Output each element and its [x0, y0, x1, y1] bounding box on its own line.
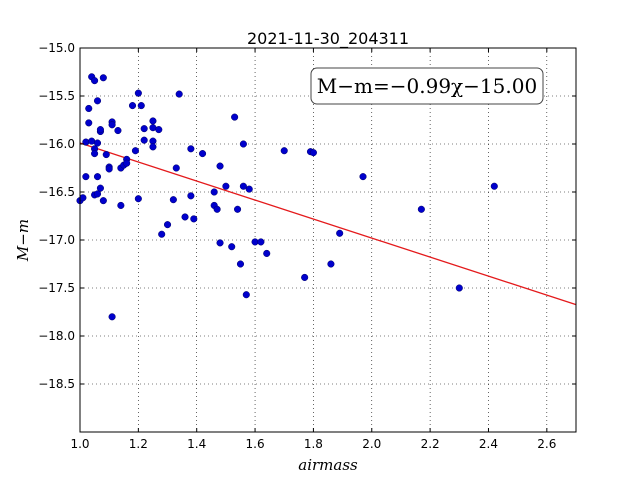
y-tick-label: −16.5	[38, 185, 75, 199]
y-tick-label: −17.5	[38, 281, 75, 295]
data-point	[213, 205, 221, 213]
data-point	[140, 136, 148, 144]
data-point	[257, 238, 265, 246]
equation-box	[310, 67, 544, 105]
data-point	[93, 139, 102, 147]
data-point	[190, 215, 198, 223]
data-point	[137, 102, 145, 110]
data-point	[158, 230, 166, 238]
x-tick-label: 1.6	[246, 437, 265, 451]
data-point	[99, 74, 107, 82]
data-point	[187, 145, 195, 153]
scatter-points	[76, 73, 498, 321]
data-point	[108, 121, 116, 129]
data-point	[216, 239, 224, 247]
data-point	[216, 162, 224, 170]
x-tick-label: 1.2	[129, 437, 148, 451]
data-point	[93, 173, 102, 181]
x-tick-label: 1.8	[304, 437, 323, 451]
data-point	[91, 77, 99, 85]
data-point	[96, 184, 104, 192]
data-point	[93, 190, 102, 198]
data-point	[187, 192, 195, 200]
data-point	[231, 113, 239, 121]
x-tick-label: 1.4	[187, 437, 206, 451]
data-point	[163, 221, 172, 229]
y-tick-label: −15.0	[38, 41, 75, 55]
data-point	[169, 196, 177, 204]
data-point	[198, 150, 207, 158]
x-tick-label: 2.2	[421, 437, 440, 451]
y-tick-label: −15.5	[38, 89, 75, 103]
x-tick-label: 2.4	[479, 437, 498, 451]
data-point	[490, 182, 498, 190]
data-point	[336, 229, 344, 237]
data-point	[417, 205, 425, 213]
fit-line	[79, 142, 577, 306]
data-point	[117, 201, 125, 209]
data-point	[134, 195, 142, 203]
fit-line-layer	[79, 142, 577, 306]
data-point	[263, 249, 271, 257]
x-tick-label: 2.0	[362, 437, 381, 451]
data-point	[222, 182, 230, 190]
data-point	[131, 147, 139, 155]
data-point	[114, 127, 122, 135]
data-point	[91, 150, 99, 158]
data-point	[228, 243, 236, 251]
data-point	[149, 143, 157, 151]
data-point	[102, 151, 110, 159]
data-point	[93, 97, 102, 105]
data-point	[455, 284, 463, 292]
data-point	[239, 182, 247, 190]
data-point	[359, 173, 367, 181]
y-tick-label: −18.0	[38, 329, 75, 343]
x-tick-label: 2.6	[537, 437, 556, 451]
data-point	[79, 194, 87, 202]
data-point	[105, 165, 113, 173]
data-point	[82, 173, 90, 181]
x-tick-label: 1.0	[70, 437, 89, 451]
data-point	[239, 140, 247, 148]
data-point	[181, 213, 189, 221]
data-point	[96, 126, 104, 134]
equation-text: M−m=−0.99χ−15.00	[317, 74, 537, 98]
data-point	[234, 205, 242, 213]
data-point	[85, 119, 93, 127]
data-point	[134, 89, 142, 97]
axis-ticks: 1.0 1.2 1.4 1.6 1.8 2.0 2.2 2.4 2.6 −15.0 −15.5 −16…	[38, 41, 576, 451]
data-point	[175, 90, 183, 98]
y-tick-label: −17.0	[38, 233, 75, 247]
data-point	[327, 260, 335, 268]
data-point	[210, 188, 218, 196]
data-point	[309, 149, 317, 157]
y-axis-label: M−m	[14, 219, 32, 262]
data-point	[140, 125, 148, 133]
data-point	[280, 147, 288, 155]
data-point	[99, 197, 107, 205]
data-point	[128, 102, 137, 110]
data-point	[301, 273, 309, 281]
data-point	[236, 260, 245, 268]
y-tick-label: −18.5	[38, 377, 75, 391]
data-point	[242, 291, 250, 299]
data-point	[85, 104, 93, 113]
data-point	[149, 117, 157, 125]
data-point	[245, 185, 253, 193]
y-tick-label: −16.0	[38, 137, 75, 151]
equation-annotation: M−m=−0.99χ−15.00	[310, 67, 544, 105]
grid	[79, 47, 576, 432]
data-point	[108, 313, 116, 321]
chart-title: 2021-11-30_204311	[247, 29, 409, 49]
data-point	[172, 164, 180, 172]
data-point	[155, 126, 163, 134]
x-axis-label: airmass	[298, 456, 358, 474]
data-point	[123, 159, 131, 167]
